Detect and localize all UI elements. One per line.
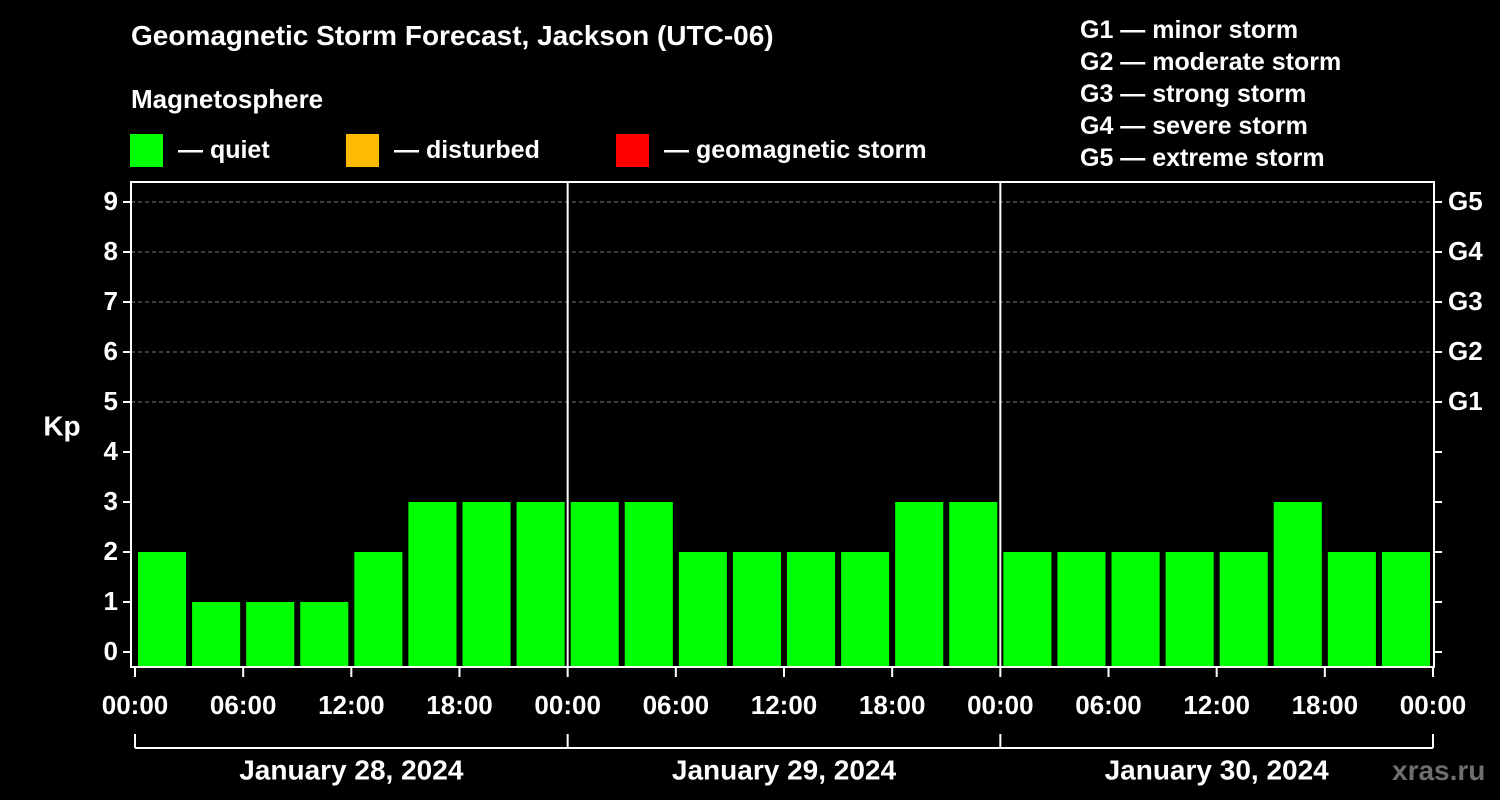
g-scale-item-g1: G1 — minor storm <box>1080 16 1299 44</box>
x-tick-label-5: 06:00 <box>643 690 710 720</box>
y-tick-label-6: 6 <box>104 336 118 366</box>
g-scale-item-g3: G3 — strong storm <box>1080 80 1307 108</box>
legend-item-disturbed: — disturbed <box>346 133 540 167</box>
x-tick-label-11: 18:00 <box>1292 690 1359 720</box>
bar-23 <box>1381 552 1430 667</box>
legend-item-storm: — geomagnetic storm <box>616 133 927 167</box>
bar-1 <box>192 602 241 667</box>
y-tick-label-0: 0 <box>104 636 118 666</box>
g-scale-item-g4: G4 — severe storm <box>1080 112 1308 140</box>
legend-swatch-storm <box>616 133 649 167</box>
legend-swatch-quiet <box>130 133 163 167</box>
y-tick-label-5: 5 <box>104 386 118 416</box>
day-label-2: January 30, 2024 <box>1105 754 1330 785</box>
x-tick-label-6: 12:00 <box>751 690 818 720</box>
bar-16 <box>1003 552 1052 667</box>
y-tick-label-4: 4 <box>104 436 119 466</box>
bar-11 <box>732 552 781 667</box>
bar-21 <box>1273 502 1322 667</box>
y-tick-label-2: 2 <box>104 536 118 566</box>
y-tick-label-1: 1 <box>104 586 118 616</box>
bar-7 <box>516 502 565 667</box>
g-scale-list: G1 — minor storm G2 — moderate storm G3 … <box>1080 14 1341 174</box>
g-scale-item-g5: G5 — extreme storm <box>1080 144 1325 172</box>
bar-13 <box>841 552 890 667</box>
bar-17 <box>1057 552 1106 667</box>
bar-3 <box>300 602 349 667</box>
x-tick-label-8: 00:00 <box>967 690 1034 720</box>
y-tick-label-8: 8 <box>104 236 118 266</box>
bar-18 <box>1111 552 1160 667</box>
g-axis-label-g1: G1 <box>1448 386 1483 416</box>
x-tick-label-2: 12:00 <box>318 690 385 720</box>
bar-12 <box>787 552 836 667</box>
bar-15 <box>949 502 998 667</box>
bar-22 <box>1327 552 1376 667</box>
y-axis-label: Kp <box>43 410 80 441</box>
x-tick-label-4: 00:00 <box>534 690 601 720</box>
g-axis-label-g5: G5 <box>1448 186 1483 216</box>
g-axis-label-g3: G3 <box>1448 286 1483 316</box>
bar-2 <box>246 602 295 667</box>
x-tick-label-1: 06:00 <box>210 690 277 720</box>
legend-item-quiet: — quiet <box>130 133 270 167</box>
y-tick-label-9: 9 <box>104 186 118 216</box>
g-axis-label-g2: G2 <box>1448 336 1483 366</box>
bar-4 <box>354 552 403 667</box>
chart-title: Geomagnetic Storm Forecast, Jackson (UTC… <box>131 20 774 51</box>
x-tick-label-10: 12:00 <box>1183 690 1250 720</box>
legend-label-disturbed: — disturbed <box>394 135 540 164</box>
day-label-0: January 28, 2024 <box>239 754 464 785</box>
bar-0 <box>138 552 187 667</box>
bar-10 <box>678 552 727 667</box>
bar-5 <box>408 502 457 667</box>
g-scale-item-g2: G2 — moderate storm <box>1080 48 1342 76</box>
magnetosphere-heading: Magnetosphere <box>131 84 324 114</box>
legend-label-quiet: — quiet <box>178 135 270 164</box>
y-tick-label-7: 7 <box>104 286 118 316</box>
bar-6 <box>462 502 511 667</box>
plot-frame <box>130 181 1435 668</box>
bar-8 <box>570 502 619 667</box>
x-tick-label-0: 00:00 <box>102 690 169 720</box>
y-tick-label-3: 3 <box>104 486 118 516</box>
legend-label-storm: — geomagnetic storm <box>664 135 927 164</box>
bar-9 <box>624 502 673 667</box>
x-tick-label-9: 06:00 <box>1075 690 1142 720</box>
bar-14 <box>895 502 944 667</box>
day-label-1: January 29, 2024 <box>672 754 897 785</box>
g-axis-label-g4: G4 <box>1448 236 1483 266</box>
bar-19 <box>1165 552 1214 667</box>
legend-swatch-disturbed <box>346 133 379 167</box>
watermark: xras.ru <box>1392 755 1486 786</box>
x-tick-label-7: 18:00 <box>859 690 926 720</box>
x-tick-label-3: 18:00 <box>426 690 493 720</box>
bar-20 <box>1219 552 1268 667</box>
x-tick-label-12: 00:00 <box>1400 690 1467 720</box>
